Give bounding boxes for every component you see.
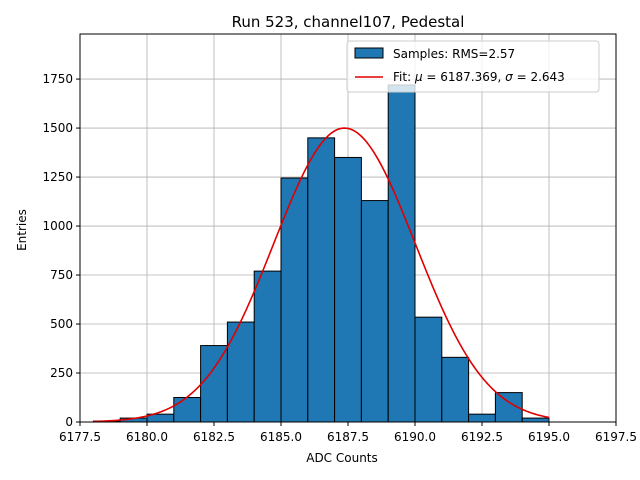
legend: Samples: RMS=2.57 Fit: μ = 6187.369, σ =… [346, 40, 600, 93]
y-axis-ticks: 0 250 500 750 1000 1250 1500 1750 [42, 72, 80, 429]
legend-sigma-value: = 2.643 [513, 70, 565, 84]
histogram-bar [468, 413, 496, 423]
histogram-bar [307, 137, 336, 423]
y-tick-label: 250 [50, 366, 73, 380]
legend-box [346, 40, 600, 93]
chart-title: Run 523, channel107, Pedestal [232, 13, 465, 31]
y-tick-label: 1250 [42, 170, 73, 184]
x-tick-label: 6187.5 [327, 430, 369, 444]
x-tick-label: 6185.0 [260, 430, 302, 444]
histogram-bar [226, 321, 255, 423]
legend-fit-prefix: Fit: [393, 70, 415, 84]
x-tick-label: 6195.0 [528, 430, 570, 444]
histogram-bars [92, 84, 550, 423]
legend-fit-label: Fit: μ = 6187.369, σ = 2.643 [393, 70, 565, 84]
x-tick-label: 6197.5 [595, 430, 637, 444]
y-tick-label: 500 [50, 317, 73, 331]
legend-samples-swatch [354, 47, 384, 59]
histogram-bar [253, 270, 282, 423]
y-axis-label: Entries [15, 209, 29, 251]
histogram-bar [173, 397, 202, 423]
x-tick-label: 6190.0 [394, 430, 436, 444]
legend-mu-value: = 6187.369, [423, 70, 506, 84]
histogram-bar [441, 356, 470, 423]
histogram-bar [387, 84, 416, 423]
y-tick-label: 0 [65, 415, 73, 429]
histogram-bar [334, 156, 362, 423]
x-axis-label: ADC Counts [306, 451, 378, 465]
y-tick-label: 1500 [42, 121, 73, 135]
x-tick-label: 6192.5 [461, 430, 503, 444]
y-tick-label: 1750 [42, 72, 73, 86]
x-tick-label: 6182.5 [193, 430, 235, 444]
histogram-bar [414, 316, 443, 423]
y-tick-label: 750 [50, 268, 73, 282]
y-tick-label: 1000 [42, 219, 73, 233]
histogram-bar [200, 345, 228, 423]
legend-sigma-symbol: σ [505, 70, 513, 84]
legend-samples-label: Samples: RMS=2.57 [393, 47, 515, 61]
gaussian-fit-line [93, 127, 550, 423]
x-tick-label: 6177.5 [59, 430, 101, 444]
x-axis-ticks: 6177.5 6180.0 6182.5 6185.0 6187.5 6190.0 6192… [59, 422, 637, 444]
x-tick-label: 6180.0 [126, 430, 168, 444]
histogram-bar [521, 417, 550, 423]
histogram-bar [360, 200, 389, 423]
legend-mu-symbol: μ [414, 70, 423, 84]
